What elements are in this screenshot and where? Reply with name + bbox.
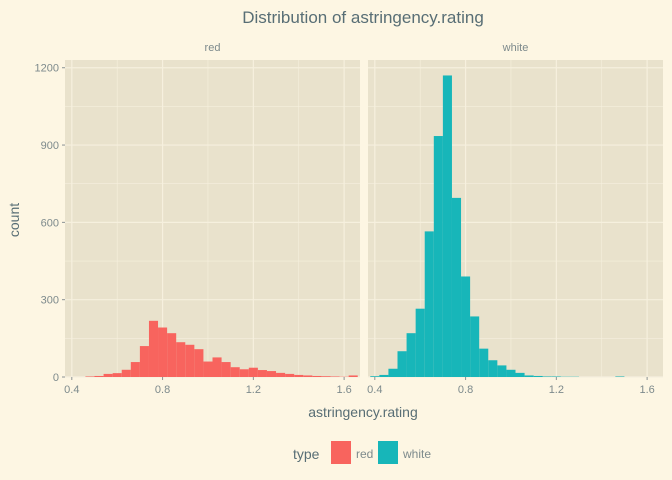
panel-background xyxy=(368,60,663,377)
legend-items: red white xyxy=(331,441,431,464)
histogram-bar xyxy=(370,376,380,377)
y-tick-label: 600 xyxy=(41,217,59,229)
histogram-bar xyxy=(148,320,159,377)
histogram-bar xyxy=(176,342,186,377)
histogram-bar xyxy=(121,369,131,377)
x-axis-label: astringency.rating xyxy=(308,404,417,420)
histogram-bar xyxy=(276,372,286,377)
histogram-bar xyxy=(348,375,358,377)
histogram-bar xyxy=(470,316,480,377)
histogram-bar xyxy=(330,376,340,377)
legend-label-red: red xyxy=(356,447,373,461)
y-axis: 0 300 600 900 1200 xyxy=(35,63,65,384)
histogram-bar xyxy=(203,361,213,377)
y-tick-label: 300 xyxy=(41,295,59,307)
x-tick-label: 1.6 xyxy=(639,384,654,396)
x-tick-label: 1.2 xyxy=(246,384,261,396)
x-tick-label: 0.8 xyxy=(458,384,473,396)
legend: type red white xyxy=(293,441,431,464)
panel-white: white 0.4 0.8 1.2 1.6 xyxy=(367,38,663,396)
histogram-bar xyxy=(321,376,331,377)
histogram-bar xyxy=(239,369,249,377)
y-tick-label: 1200 xyxy=(35,63,59,75)
histogram-bar xyxy=(303,375,313,377)
histogram-bar xyxy=(212,357,222,377)
histogram-bar xyxy=(194,349,204,377)
histogram-bar xyxy=(388,368,398,377)
histogram-bar xyxy=(266,371,277,377)
legend-swatch-white xyxy=(378,441,398,464)
histogram-bar xyxy=(479,348,489,377)
histogram-bar xyxy=(442,75,452,378)
legend-label-white: white xyxy=(402,447,431,461)
y-tick-label: 0 xyxy=(53,372,59,384)
histogram-bar xyxy=(248,367,258,377)
histogram-bar xyxy=(167,333,177,377)
facet-panels: red 0.4 0.8 1.2 1.6 white 0.4 0.8 1.2 1.6 xyxy=(64,38,663,396)
histogram-bar xyxy=(497,365,507,377)
histogram-bar xyxy=(424,231,434,377)
histogram-bar xyxy=(515,372,525,377)
histogram-bar xyxy=(397,351,407,377)
histogram-bar xyxy=(488,360,498,377)
histogram-bar xyxy=(139,346,149,377)
legend-title: type xyxy=(293,446,320,462)
histogram-bar xyxy=(130,362,140,377)
chart-title: Distribution of astringency.rating xyxy=(242,8,484,27)
legend-swatch-red xyxy=(331,441,351,464)
histogram-bar xyxy=(112,373,122,377)
strip-background xyxy=(65,38,360,56)
histogram-bar xyxy=(285,373,295,377)
histogram-bar xyxy=(221,362,231,377)
x-tick-label: 0.4 xyxy=(367,384,382,396)
panel-background xyxy=(65,60,360,377)
histogram-bar xyxy=(415,308,425,377)
histogram-bar xyxy=(461,276,471,377)
x-tick-label: 1.2 xyxy=(549,384,564,396)
histogram-bar xyxy=(85,376,95,377)
x-tick-label: 0.8 xyxy=(155,384,170,396)
histogram-bar xyxy=(524,375,534,377)
histogram-bar xyxy=(158,327,168,377)
histogram-bar xyxy=(103,373,113,377)
histogram-bar xyxy=(294,374,304,377)
strip-label: white xyxy=(502,42,529,54)
histogram-bar xyxy=(451,197,462,377)
histogram-bar xyxy=(312,375,322,377)
histogram-bar xyxy=(533,375,543,377)
histogram-bar xyxy=(94,375,104,377)
histogram-bar xyxy=(230,367,240,377)
histogram-bar xyxy=(506,369,516,377)
histogram-bar xyxy=(433,136,443,377)
strip-background xyxy=(368,38,663,56)
histogram-bar xyxy=(551,376,561,377)
panel-red: red 0.4 0.8 1.2 1.6 xyxy=(64,38,360,396)
histogram-bar xyxy=(185,344,195,377)
histogram-bar xyxy=(615,376,625,377)
x-tick-label: 0.4 xyxy=(64,384,79,396)
y-tick-label: 900 xyxy=(41,140,59,152)
histogram-bar xyxy=(542,376,552,377)
histogram-bar xyxy=(257,370,267,377)
histogram-bar xyxy=(379,374,389,377)
y-axis-label: count xyxy=(6,203,22,237)
histogram-bar xyxy=(406,333,416,377)
x-tick-label: 1.6 xyxy=(336,384,351,396)
strip-label: red xyxy=(205,42,221,54)
